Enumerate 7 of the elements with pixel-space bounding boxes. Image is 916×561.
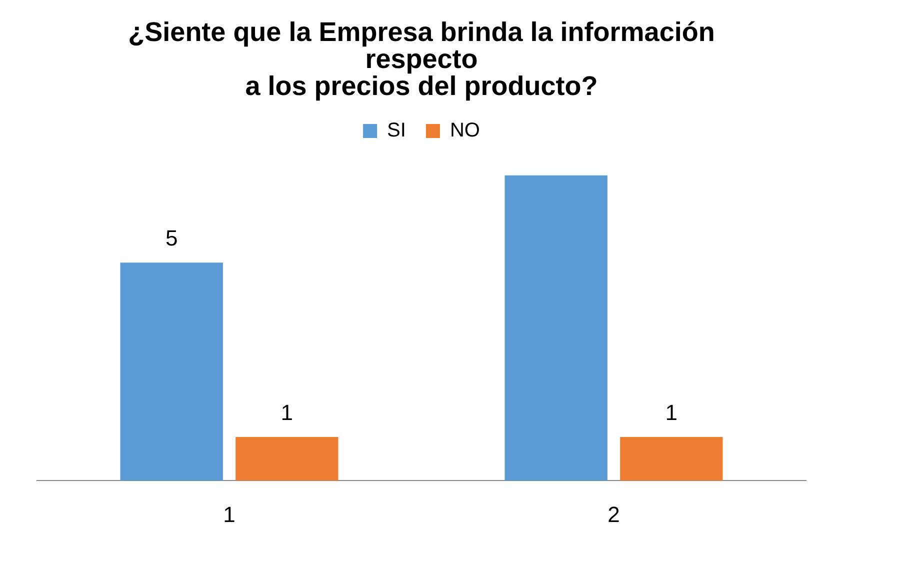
x-tick-label: 2 — [608, 502, 620, 527]
chart-title: ¿Siente que la Empresa brinda la información respecto a los precios del producto? — [128, 16, 715, 101]
legend-label: NO — [450, 120, 480, 142]
data-label: 1 — [665, 400, 678, 426]
legend-label: SI — [387, 120, 406, 142]
data-label: 1 — [280, 400, 294, 426]
data-label: 5 — [165, 226, 178, 251]
